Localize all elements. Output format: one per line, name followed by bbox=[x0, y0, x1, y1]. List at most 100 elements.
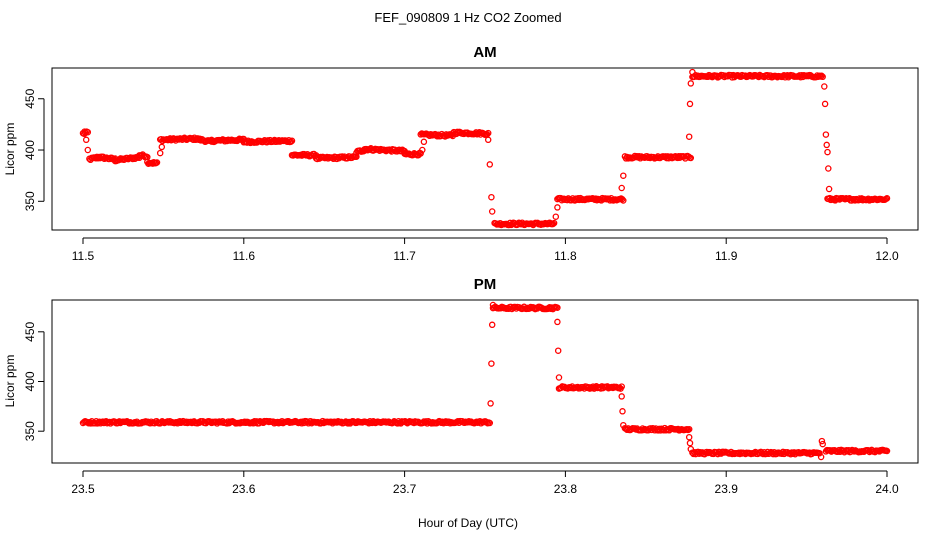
panel-am-point bbox=[82, 136, 90, 144]
panel-am-y-axis: 350 400 450 bbox=[23, 88, 45, 211]
panel-am-point bbox=[156, 149, 164, 157]
panel-am-point bbox=[618, 184, 625, 192]
panel-pm-x-tick-label: 23.5 bbox=[71, 482, 95, 496]
panel-pm-y-axis: 350 400 450 bbox=[23, 321, 45, 441]
panel-am-point bbox=[488, 208, 496, 215]
panel-am-point bbox=[821, 83, 828, 90]
panel-am-point bbox=[687, 154, 695, 162]
panel-pm-point bbox=[686, 439, 694, 447]
panel-am-point bbox=[823, 141, 830, 149]
panel-am-point bbox=[84, 128, 92, 136]
panel-pm-point bbox=[488, 360, 495, 367]
panel-am-point bbox=[417, 150, 424, 157]
panel-pm-title: PM bbox=[474, 276, 497, 293]
panel-am-point bbox=[821, 100, 829, 108]
panel-am-y-tick-label: 400 bbox=[23, 140, 37, 160]
panel-pm-point bbox=[816, 449, 823, 457]
panel-pm-point bbox=[488, 321, 496, 329]
panel-am-point bbox=[484, 136, 492, 144]
panel-pm-ylabel: Licor ppm bbox=[3, 355, 17, 408]
panel-pm-point bbox=[618, 383, 625, 390]
panel-pm-y-tick-label: 400 bbox=[23, 371, 37, 391]
panel-am-x-tick-label: 11.9 bbox=[715, 249, 738, 263]
figure-title: FEF_090809 1 Hz CO2 Zoomed bbox=[374, 10, 561, 25]
x-axis-label: Hour of Day (UTC) bbox=[418, 516, 518, 530]
panel-pm-x-tick-label: 23.7 bbox=[393, 482, 417, 496]
panel-am-x-tick-label: 11.7 bbox=[393, 249, 416, 263]
panel-am-point bbox=[815, 73, 822, 80]
panel-am-x-tick-label: 11.5 bbox=[72, 249, 95, 263]
panel-am-point bbox=[158, 143, 166, 151]
panel-am-point bbox=[824, 148, 831, 156]
panel-am-point bbox=[819, 73, 826, 81]
panel-am-point bbox=[486, 161, 494, 168]
panel-am-point bbox=[419, 146, 426, 154]
panel-pm-point bbox=[618, 393, 625, 400]
panel-pm-point bbox=[817, 453, 825, 461]
panel-pm-point bbox=[554, 318, 561, 326]
panel-pm-point bbox=[555, 374, 563, 381]
panel-am-point bbox=[686, 100, 694, 108]
panel-pm-point bbox=[620, 421, 627, 429]
panel-pm-y-tick-label: 450 bbox=[23, 321, 37, 341]
panel-pm-frame bbox=[51, 299, 919, 464]
panel-am-point bbox=[287, 138, 295, 145]
panel-pm-x-tick-label: 23.6 bbox=[232, 482, 256, 496]
panel-am-frame bbox=[51, 67, 919, 231]
panel-pm-point bbox=[685, 433, 693, 441]
panel-pm-point bbox=[489, 301, 497, 309]
panel-am-point bbox=[84, 146, 92, 154]
panel-pm-point bbox=[687, 445, 695, 453]
panel-am-point bbox=[484, 129, 492, 137]
panel-am-x-tick-label: 11.8 bbox=[554, 249, 577, 263]
panel-am: AM Licor ppm 11.5 11.6 11.7 11.8 11.9 12.0 35… bbox=[3, 44, 919, 263]
panel-am-point bbox=[549, 220, 557, 228]
panel-pm-point bbox=[486, 419, 494, 427]
panel-am-point bbox=[488, 193, 495, 201]
panel-pm-point bbox=[554, 347, 562, 354]
panel-am-point bbox=[81, 128, 88, 135]
panel-am-point bbox=[552, 213, 560, 220]
panel-pm-point bbox=[487, 400, 494, 407]
panel-am-point bbox=[353, 153, 360, 160]
panel-am-point bbox=[550, 219, 558, 227]
panel-am-point bbox=[288, 137, 296, 145]
panel-am-point bbox=[620, 172, 627, 179]
panel-pm-point bbox=[619, 408, 626, 415]
panel-pm-point bbox=[818, 437, 826, 445]
panel-pm-point bbox=[685, 425, 693, 433]
panel-am-point bbox=[554, 204, 561, 211]
panel-am-y-tick-label: 350 bbox=[23, 191, 37, 211]
panel-am-points bbox=[79, 68, 891, 229]
panel-am-point bbox=[687, 80, 695, 87]
panel-am-title: AM bbox=[473, 44, 496, 61]
panel-pm-point bbox=[883, 447, 891, 455]
panel-am-point bbox=[822, 131, 830, 138]
panel-am-point bbox=[825, 185, 833, 193]
panel-am-point bbox=[685, 133, 693, 140]
panel-am-point bbox=[618, 195, 626, 203]
panel-am-point bbox=[620, 197, 627, 204]
panel-pm-point bbox=[554, 304, 561, 311]
panel-pm-y-tick-label: 350 bbox=[23, 421, 37, 441]
panel-am-point bbox=[420, 138, 428, 146]
panel-am-point bbox=[689, 68, 696, 76]
panel-am-point bbox=[153, 159, 161, 166]
panel-pm-point bbox=[849, 447, 857, 454]
panel-am-x-tick-label: 11.6 bbox=[233, 249, 256, 263]
panel-pm-x-tick-label: 23.8 bbox=[554, 482, 578, 496]
panel-pm-points bbox=[79, 301, 891, 461]
panel-pm: PM Licor ppm 23.5 23.6 23.7 23.8 23.9 24.0 35… bbox=[3, 276, 919, 496]
panel-pm-x-axis: 23.5 23.6 23.7 23.8 23.9 24.0 bbox=[71, 470, 899, 496]
panel-am-point bbox=[825, 165, 832, 172]
panel-am-x-axis: 11.5 11.6 11.7 11.8 11.9 12.0 bbox=[72, 237, 899, 263]
panel-am-point bbox=[883, 195, 891, 202]
panel-pm-point bbox=[819, 440, 826, 448]
panel-am-y-tick-label: 450 bbox=[23, 88, 37, 108]
panel-pm-point bbox=[623, 426, 631, 434]
panel-pm-x-tick-label: 24.0 bbox=[875, 482, 899, 496]
panel-am-point bbox=[818, 72, 825, 80]
panel-pm-x-tick-label: 23.9 bbox=[715, 482, 739, 496]
panel-am-x-tick-label: 12.0 bbox=[875, 249, 899, 263]
